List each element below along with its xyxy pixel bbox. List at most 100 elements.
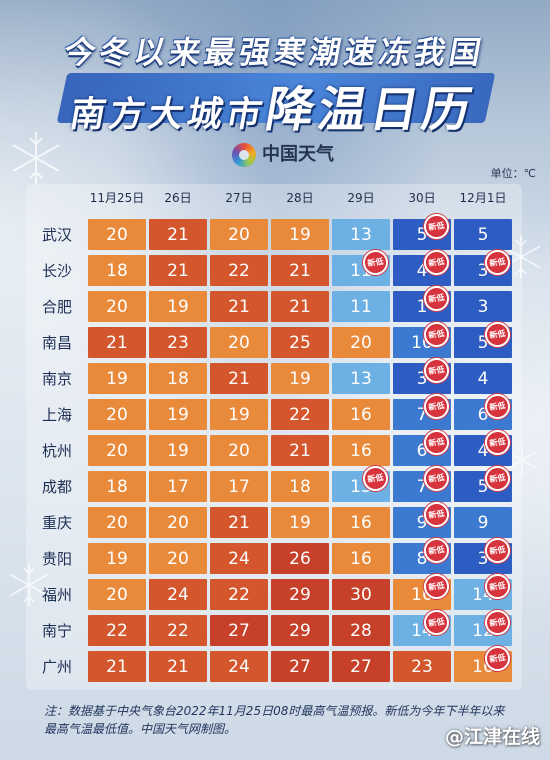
temp-cell: 14 新低 [393, 608, 451, 646]
temp-value: 20 [106, 224, 128, 245]
temp-cell: 30 [332, 579, 390, 610]
date-header: 30日 [408, 191, 436, 205]
temp-value: 16 [350, 440, 372, 461]
temp-value: 6 [416, 440, 428, 461]
temp-cell: 8 新低 [393, 536, 451, 574]
temp-value: 20 [106, 584, 128, 605]
temp-cell: 22 [149, 615, 207, 646]
temp-value: 22 [167, 620, 189, 641]
temp-value: 20 [106, 296, 128, 317]
source-watermark: @江津在线 [444, 726, 540, 748]
temp-value: 18 [106, 476, 128, 497]
temp-cell: 19 [149, 399, 207, 430]
temp-cell: 18 [88, 471, 146, 502]
temp-cell: 20 [149, 543, 207, 574]
temp-cell: 22 [210, 579, 268, 610]
temp-value: 3 [416, 368, 428, 389]
temp-value: 21 [106, 332, 128, 353]
temp-value: 19 [106, 548, 128, 569]
temp-cell: 13 [332, 363, 390, 394]
temp-cell: 21 [271, 291, 329, 322]
temp-cell: 22 [271, 399, 329, 430]
date-header: 12月1日 [459, 191, 507, 205]
temp-cell: 3 新低 [454, 536, 512, 574]
logo-text: 中国天气 [262, 144, 334, 165]
temp-cell: 16 [332, 399, 390, 430]
temp-cell: 7 新低 [393, 464, 451, 502]
temp-value: 4 [477, 368, 489, 389]
temp-value: 20 [167, 512, 189, 533]
temp-cell: 24 [149, 579, 207, 610]
temp-cell: 24 [210, 543, 268, 574]
temp-cell: 20 [332, 327, 390, 358]
temp-cell: 9 [454, 507, 512, 538]
temp-value: 19 [289, 224, 311, 245]
temp-value: 13 [350, 224, 372, 245]
temp-cell: 19 [149, 435, 207, 466]
temp-cell: 25 [271, 327, 329, 358]
temp-cell: 14 新低 [454, 572, 512, 610]
temp-cell: 23 [149, 327, 207, 358]
temp-cell: 29 [271, 615, 329, 646]
temp-value: 20 [167, 548, 189, 569]
headline-main-large: 降温日历 [261, 82, 480, 138]
temp-value: 9 [416, 512, 428, 533]
temp-value: 22 [289, 404, 311, 425]
temp-value: 24 [228, 548, 250, 569]
temp-value: 24 [167, 584, 189, 605]
temp-cell: 11 [332, 291, 390, 322]
temp-value: 19 [167, 404, 189, 425]
footnote-line: 最高气温最低值。中国天气网制图。 [44, 722, 237, 736]
temp-value: 27 [289, 656, 311, 677]
temp-value: 5 [477, 476, 489, 497]
temp-cell: 16 新低 [454, 644, 512, 682]
temp-cell: 27 [271, 651, 329, 682]
temp-value: 20 [228, 332, 250, 353]
temp-value: 23 [411, 656, 433, 677]
temp-value: 18 [289, 476, 311, 497]
temp-cell: 19 [271, 507, 329, 538]
temp-cell: 20 [210, 435, 268, 466]
temp-cell: 23 [393, 651, 451, 682]
temp-value: 8 [416, 548, 428, 569]
china-weather-swirl-icon [232, 143, 256, 167]
temp-value: 5 [416, 224, 428, 245]
date-header: 26日 [164, 191, 192, 205]
temp-value: 18 [106, 260, 128, 281]
temp-cell: 6 新低 [393, 428, 451, 466]
temp-cell: 16 [332, 435, 390, 466]
temp-cell: 19 [271, 219, 329, 250]
temp-cell: 5 新低 [393, 212, 451, 250]
temp-cell: 10 新低 [393, 320, 451, 358]
temp-value: 22 [106, 620, 128, 641]
temp-value: 7 [416, 476, 428, 497]
temp-value: 19 [289, 512, 311, 533]
temp-cell: 20 [88, 435, 146, 466]
unit-label: 单位：℃ [490, 167, 536, 180]
temp-cell: 4 [454, 363, 512, 394]
date-header-row: 11月25日 26日 27日 28日 29日 30日 12月1日 [88, 190, 512, 206]
temp-cell: 26 [271, 543, 329, 574]
temp-cell: 20 [210, 327, 268, 358]
city-label: 重庆 [41, 514, 72, 532]
temp-cell: 20 [88, 507, 146, 538]
temp-cell: 19 [88, 543, 146, 574]
city-label: 杭州 [41, 442, 72, 460]
temp-cell: 21 [88, 651, 146, 682]
temp-cell: 21 [210, 363, 268, 394]
temp-value: 13 [350, 368, 372, 389]
temp-cell: 28 [332, 615, 390, 646]
snowflake-icon [9, 563, 49, 607]
temp-cell: 24 [210, 651, 268, 682]
city-label: 上海 [41, 406, 72, 424]
temp-value: 27 [350, 656, 372, 677]
date-header: 28日 [286, 191, 314, 205]
temp-value: 21 [106, 656, 128, 677]
temp-cell: 1 新低 [393, 284, 451, 322]
headline-main-small: 南方大城市 [66, 95, 270, 135]
temp-cell: 18 [149, 363, 207, 394]
temp-cell: 20 [149, 507, 207, 538]
temp-value: 29 [289, 584, 311, 605]
temp-cell: 19 [210, 399, 268, 430]
temp-value: 20 [228, 440, 250, 461]
